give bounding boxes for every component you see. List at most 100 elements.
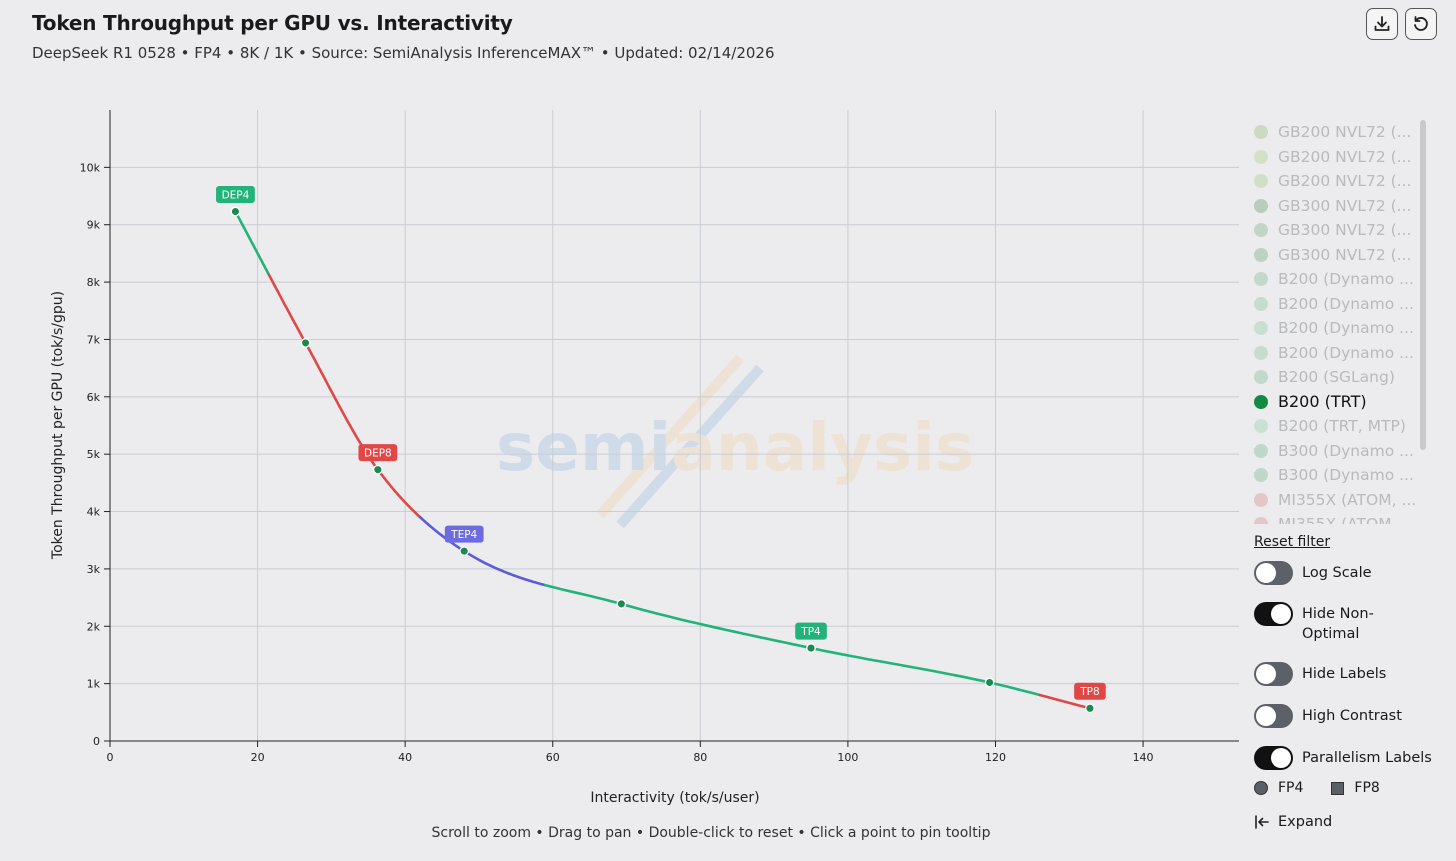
legend-dot-icon (1254, 321, 1268, 336)
legend-scroll-thumb[interactable] (1420, 120, 1426, 450)
y-tick-label: 8k (87, 276, 101, 289)
legend-item-label: B200 (Dynamo ... (1278, 294, 1414, 313)
svg-text:semianalysis: semianalysis (496, 409, 974, 486)
legend-dot-icon (1254, 223, 1268, 238)
data-point[interactable] (806, 643, 816, 653)
high-contrast-toggle-row[interactable]: High Contrast (1254, 704, 1402, 728)
label-text: DEP8 (364, 447, 392, 459)
legend-dot-icon (1254, 174, 1268, 189)
legend-dot-icon (1254, 492, 1268, 507)
parallelism-label-dep8: DEP8 (358, 444, 398, 462)
hide-labels-label: Hide Labels (1302, 666, 1387, 682)
data-point[interactable] (300, 338, 311, 348)
legend-dot-icon (1254, 419, 1268, 434)
legend-item-label: GB300 NVL72 (... (1278, 221, 1412, 240)
log-scale-toggle-row[interactable]: Log Scale (1254, 561, 1372, 585)
legend-item[interactable]: B200 (TRT, MTP) (1250, 414, 1420, 439)
hide-labels-toggle[interactable] (1254, 662, 1293, 686)
label-badge (216, 186, 255, 204)
legend-item[interactable]: B200 (Dynamo ... (1250, 341, 1420, 366)
parallelism-label-tep4: TEP4 (444, 525, 484, 543)
legend-item[interactable]: B300 (Dynamo ... (1250, 439, 1420, 464)
series-legend[interactable]: GB200 NVL72 (... GB200 NVL72 (... GB200 NV… (1250, 120, 1420, 524)
reset-icon (1414, 16, 1428, 31)
parallelism-labels-toggle[interactable] (1254, 746, 1293, 770)
legend-dot-icon (1254, 345, 1268, 360)
legend-item[interactable]: B200 (Dynamo ... (1250, 316, 1420, 341)
expand-label: Expand (1278, 814, 1333, 830)
x-tick-label: 20 (251, 751, 265, 764)
y-tick-label: 6k (87, 391, 101, 404)
download-button[interactable] (1366, 8, 1398, 40)
label-text: DEP4 (222, 189, 250, 201)
legend-item[interactable]: B300 (Dynamo ... (1250, 463, 1420, 488)
semianalysis-watermark: semianalysis (496, 354, 974, 529)
legend-dot-icon (1254, 247, 1268, 262)
chart-area[interactable]: semianalysis 0 20 40 60 80 100 120 140 0 1k 2k 3k 4k… (0, 0, 1250, 861)
label-text: TP8 (1079, 686, 1099, 698)
data-point[interactable] (1085, 703, 1095, 714)
legend-dot-icon (1254, 468, 1268, 483)
log-scale-toggle[interactable] (1254, 561, 1293, 585)
legend-dot-icon (1254, 394, 1268, 409)
legend-item-label: GB300 NVL72 (... (1278, 196, 1412, 215)
legend-item[interactable]: GB300 NVL72 (... (1250, 194, 1420, 219)
high-contrast-toggle[interactable] (1254, 704, 1293, 728)
legend-dot-icon (1254, 125, 1268, 140)
legend-dot-icon (1254, 198, 1268, 213)
legend-item-label: B200 (Dynamo ... (1278, 319, 1414, 338)
high-contrast-label: High Contrast (1302, 708, 1402, 724)
series-b200-trt[interactable] (230, 206, 1095, 714)
legend-item[interactable]: GB300 NVL72 (... (1250, 218, 1420, 243)
legend-item[interactable]: MI355X (ATOM, ... (1250, 488, 1420, 513)
legend-item[interactable]: MI355X (ATOM, ... (1250, 512, 1420, 524)
reset-zoom-button[interactable] (1405, 8, 1437, 40)
parallelism-label-tp8: TP8 (1074, 682, 1106, 700)
data-point[interactable] (373, 464, 383, 475)
label-badge (358, 444, 398, 462)
legend-item[interactable]: B200 (Dynamo ... (1250, 267, 1420, 292)
legend-item[interactable]: GB200 NVL72 (... (1250, 120, 1420, 145)
expand-left-icon (1255, 815, 1269, 829)
legend-item[interactable]: GB200 NVL72 (... (1250, 145, 1420, 170)
legend-item-label: B200 (TRT) (1278, 392, 1367, 412)
legend-item[interactable]: GB300 NVL72 (... (1250, 243, 1420, 268)
legend-dot-icon (1254, 370, 1268, 385)
x-tick-label: 0 (107, 751, 114, 764)
watermark-analysis: analysis (671, 409, 974, 486)
legend-dot-icon (1254, 296, 1268, 311)
y-tick-label: 2k (87, 620, 101, 633)
fp4-circle-icon (1254, 781, 1268, 795)
legend-item-label: GB200 NVL72 (... (1278, 147, 1412, 166)
legend-item[interactable]: B200 (SGLang) (1250, 365, 1420, 390)
series-segment-dep4 (234, 210, 270, 276)
parallelism-labels-toggle-row[interactable]: Parallelism Labels (1254, 746, 1432, 770)
legend-dot-icon (1254, 443, 1268, 458)
legend-item-label: B200 (TRT, MTP) (1278, 417, 1406, 436)
x-tick-label: 40 (398, 751, 412, 764)
legend-scrollbar[interactable] (1420, 120, 1426, 524)
y-tick-label: 0 (93, 735, 100, 748)
hide-non-optimal-toggle-row[interactable]: Hide Non- Optimal (1254, 602, 1374, 644)
legend-dot-icon (1254, 272, 1268, 287)
label-text: TP4 (800, 626, 821, 638)
legend-item[interactable]: B200 (Dynamo ... (1250, 292, 1420, 317)
parallelism-labels: DEP4 DEP8 TEP4 TP4 TP8 (216, 186, 1106, 700)
data-point[interactable] (616, 599, 627, 609)
parallelism-label-tp4: TP4 (795, 622, 827, 640)
legend-item-label: GB200 NVL72 (... (1278, 172, 1412, 191)
legend-item[interactable]: GB200 NVL72 (... (1250, 169, 1420, 194)
data-point[interactable] (984, 677, 995, 688)
hide-labels-toggle-row[interactable]: Hide Labels (1254, 662, 1386, 686)
y-tick-label: 4k (87, 506, 101, 519)
data-point[interactable] (230, 206, 241, 217)
y-axis-label: Token Throughput per GPU (tok/s/gpu) (50, 291, 66, 560)
hide-non-optimal-toggle[interactable] (1254, 602, 1293, 626)
data-point[interactable] (459, 546, 470, 556)
download-icon (1374, 16, 1390, 31)
series-segment-tp8 (1038, 693, 1092, 710)
expand-button[interactable]: Expand (1254, 814, 1332, 830)
reset-filter-link[interactable]: Reset filter (1254, 534, 1331, 550)
hide-non-optimal-label-line1: Hide Non- (1302, 606, 1374, 622)
legend-item[interactable]: B200 (TRT) (1250, 390, 1420, 415)
